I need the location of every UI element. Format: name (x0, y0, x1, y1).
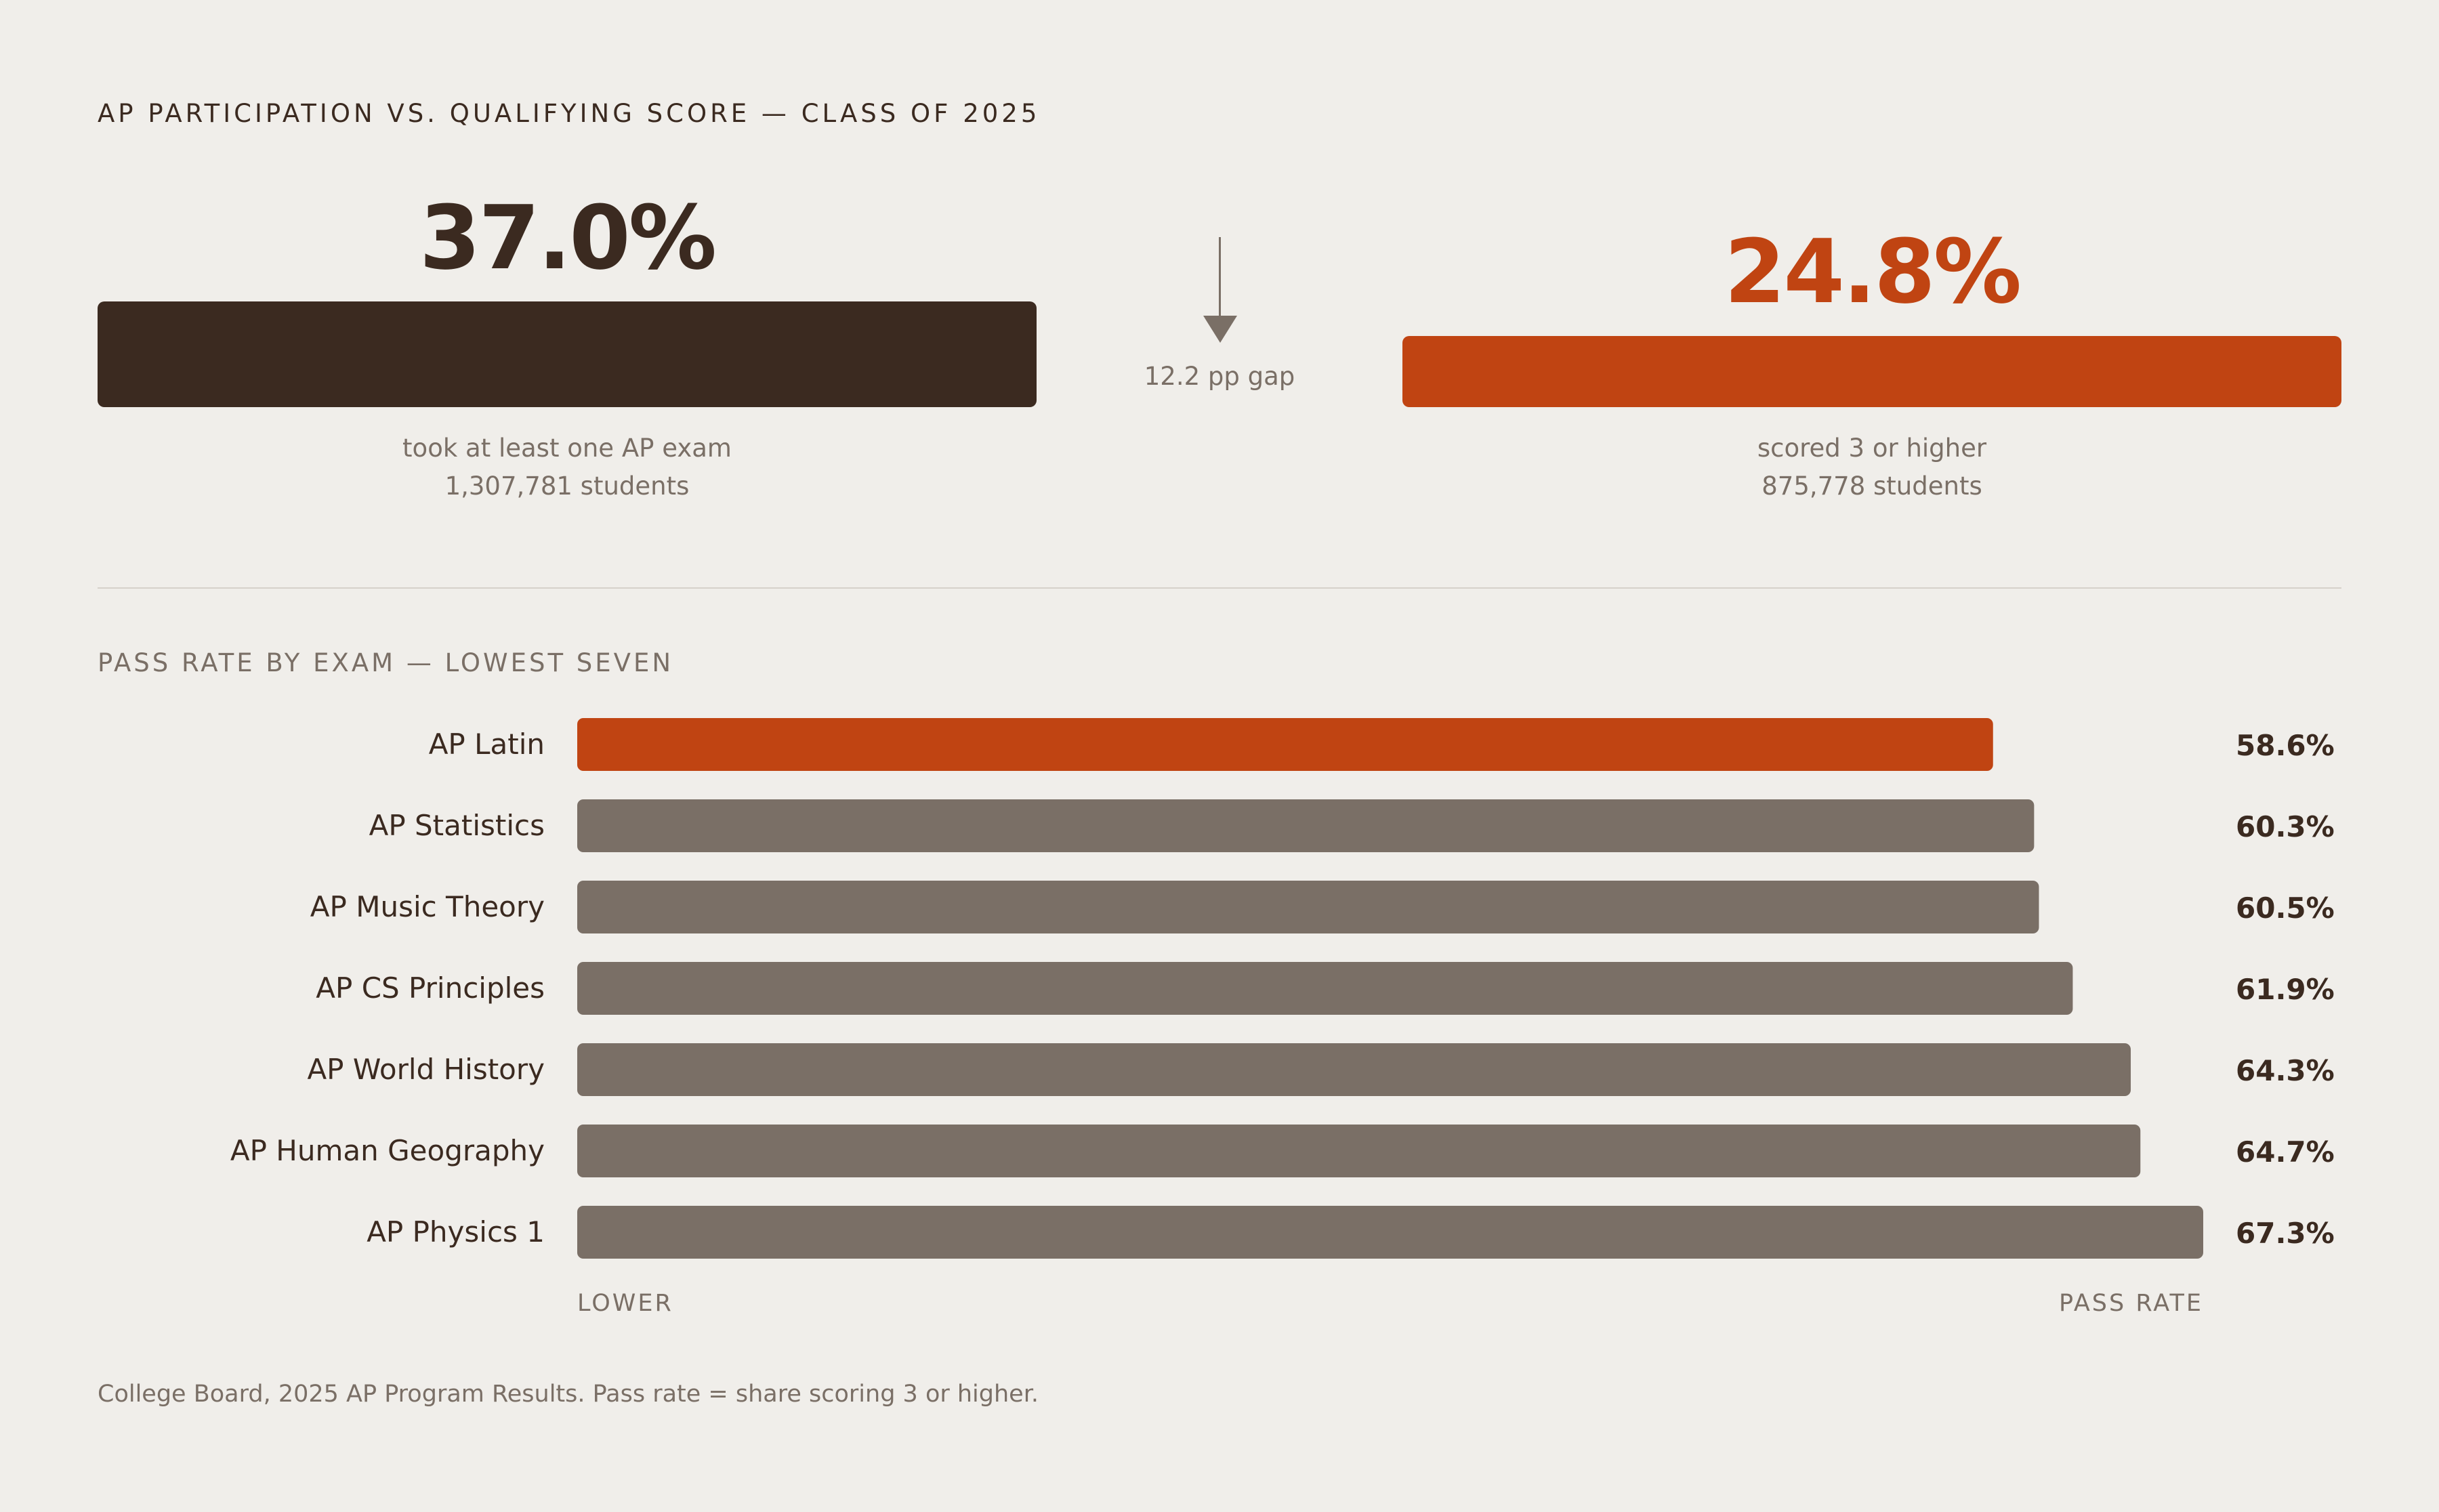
qualifying-count: 875,778 students (1762, 471, 1982, 501)
bar-ap-human-geography (577, 1125, 2141, 1177)
participation-bar (98, 301, 1037, 407)
bar-ap-music-theory (577, 881, 2039, 933)
value-label: 67.3% (2236, 1217, 2335, 1250)
axis-left-label: LOWER (577, 1290, 673, 1317)
category-label: AP Human Geography (230, 1134, 545, 1167)
qualifying-value: 24.8% (1724, 220, 2022, 323)
value-label: 61.9% (2236, 973, 2335, 1006)
participation-stat: 37.0% took at least one AP exam 1,307,78… (98, 0, 1037, 515)
axis-right-label: PASS RATE (2059, 1290, 2203, 1317)
value-label: 64.3% (2236, 1054, 2335, 1087)
down-arrow-icon (1203, 316, 1237, 343)
category-label: AP Physics 1 (367, 1215, 545, 1248)
participation-count: 1,307,781 students (444, 471, 690, 501)
bar-ap-latin (577, 718, 1993, 771)
participation-value: 37.0% (419, 186, 717, 289)
qualifying-caption: scored 3 or higher (1757, 434, 1987, 463)
source-footnote: College Board, 2025 AP Program Results. … (98, 1381, 1039, 1408)
section-divider (98, 587, 2341, 589)
category-label: AP Music Theory (310, 890, 545, 923)
bar-ap-physics-1 (577, 1206, 2203, 1259)
value-label: 58.6% (2236, 729, 2335, 762)
bar-ap-world-history (577, 1043, 2131, 1096)
value-label: 60.5% (2236, 891, 2335, 925)
bar-ap-statistics (577, 799, 2035, 852)
category-label: AP Statistics (369, 809, 545, 842)
value-label: 60.3% (2236, 810, 2335, 843)
qualifying-stat: 24.8% scored 3 or higher 875,778 student… (1402, 0, 2341, 515)
gap-label: 12.2 pp gap (1144, 362, 1295, 391)
gap-arrow-shaft (1219, 237, 1221, 317)
category-label: AP Latin (429, 728, 545, 761)
section-title: PASS RATE BY EXAM — LOWEST SEVEN (98, 648, 674, 677)
bar-ap-cs-principles (577, 962, 2073, 1015)
category-label: AP CS Principles (316, 971, 545, 1005)
headline: AP PARTICIPATION VS. QUALIFYING SCORE — … (98, 99, 1041, 128)
qualifying-bar (1402, 336, 2341, 407)
participation-caption: took at least one AP exam (402, 434, 732, 463)
value-label: 64.7% (2236, 1135, 2335, 1169)
category-label: AP World History (307, 1053, 545, 1086)
